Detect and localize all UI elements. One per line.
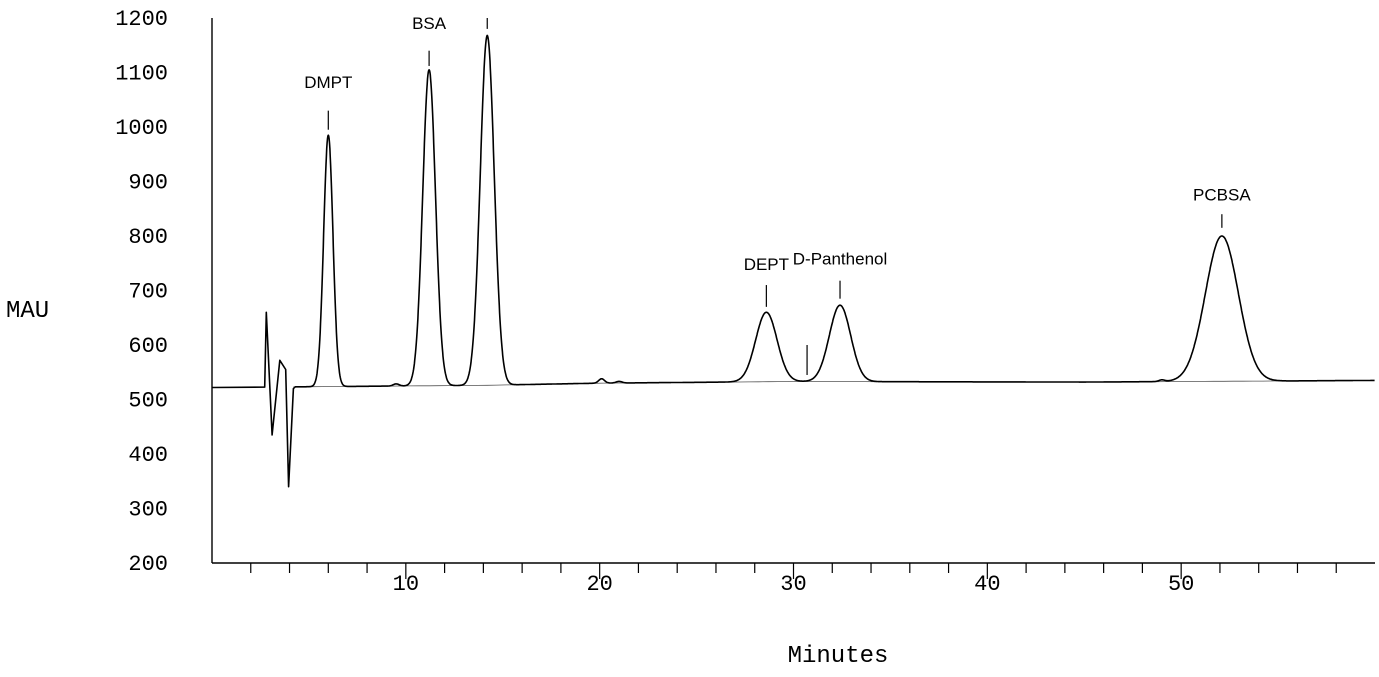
y-tick-label: 800 xyxy=(128,225,168,250)
y-ticks: 200 300 400 500 600 700 800 900 1000 1100 1200 xyxy=(115,7,168,577)
plot-area xyxy=(211,34,1375,488)
y-tick-label: 500 xyxy=(128,389,168,414)
peak-label: PCBSA xyxy=(1193,186,1251,205)
y-tick-label: 900 xyxy=(128,171,168,196)
y-tick-label: 1000 xyxy=(115,116,168,141)
peak-label: DEPT xyxy=(744,255,789,274)
peak-label: BSA xyxy=(412,14,447,33)
peak-label: D-Panthenol xyxy=(793,249,888,268)
y-tick-label: 300 xyxy=(128,498,168,523)
x-axis-title: Minutes xyxy=(788,643,889,670)
x-tick-label: 50 xyxy=(1168,572,1194,597)
peak-annotations: DMPT BSA DEPT D-Panthenol PCBSA xyxy=(304,14,1251,375)
x-tick-label: 40 xyxy=(974,572,1000,597)
y-tick-label: 400 xyxy=(128,443,168,468)
y-tick-label: 1100 xyxy=(115,62,168,87)
axes xyxy=(211,18,1375,564)
x-tick-label: 30 xyxy=(780,572,806,597)
y-tick-label: 200 xyxy=(128,552,168,577)
y-axis-title: MAU xyxy=(6,298,49,325)
x-tick-label: 20 xyxy=(586,572,612,597)
y-tick-label: 700 xyxy=(128,280,168,305)
peak-label: DMPT xyxy=(304,73,352,92)
chromatogram-trace xyxy=(211,34,1375,488)
x-ticks: 10 20 30 40 50 xyxy=(250,563,1337,597)
baseline-line xyxy=(293,380,1370,388)
y-tick-label: 1200 xyxy=(115,7,168,32)
x-tick-label: 10 xyxy=(393,572,419,597)
y-tick-label: 600 xyxy=(128,334,168,359)
